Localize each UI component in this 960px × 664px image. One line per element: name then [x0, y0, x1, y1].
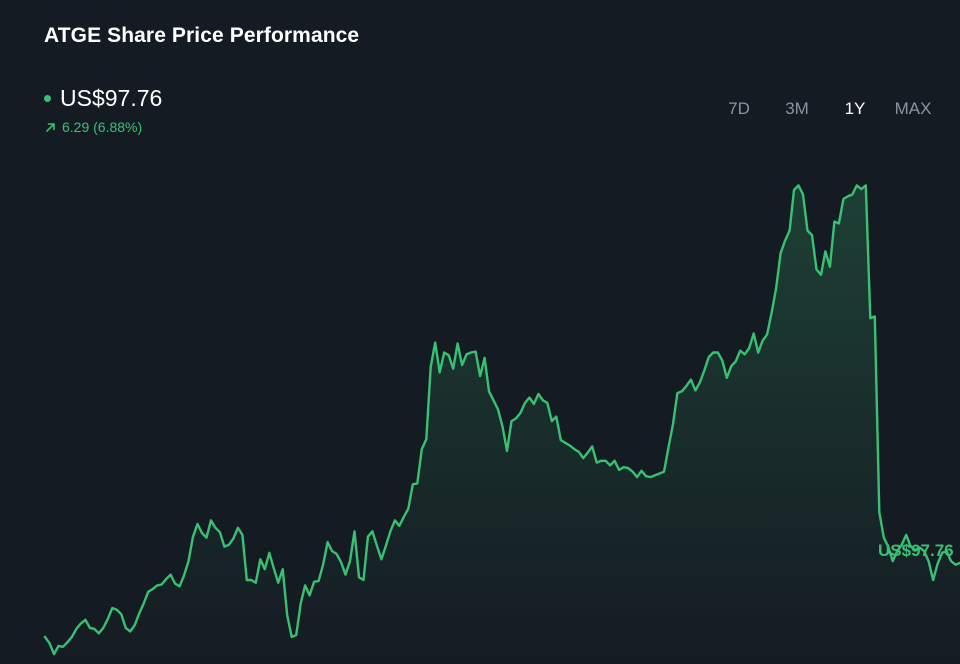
current-price: US$97.76 [60, 85, 163, 111]
range-7d-button[interactable]: 7D [728, 99, 750, 118]
price-change: 6.29 (6.88%) [45, 119, 142, 135]
last-price-label: US$97.76 [878, 541, 954, 560]
range-1y-button[interactable]: 1Y [844, 99, 866, 118]
range-3m-button[interactable]: 3M [785, 99, 809, 118]
time-range-selector: 7D 3M 1Y MAX [710, 99, 942, 119]
price-dot-icon [44, 95, 51, 102]
price-area [45, 185, 960, 664]
current-price-row: US$97.76 [44, 85, 162, 112]
price-change-value: 6.29 (6.88%) [62, 119, 143, 135]
price-line [43, 184, 960, 656]
range-max-button[interactable]: MAX [894, 99, 932, 118]
chart-title: ATGE Share Price Performance [44, 24, 360, 47]
arrow-up-right-icon [46, 122, 55, 132]
